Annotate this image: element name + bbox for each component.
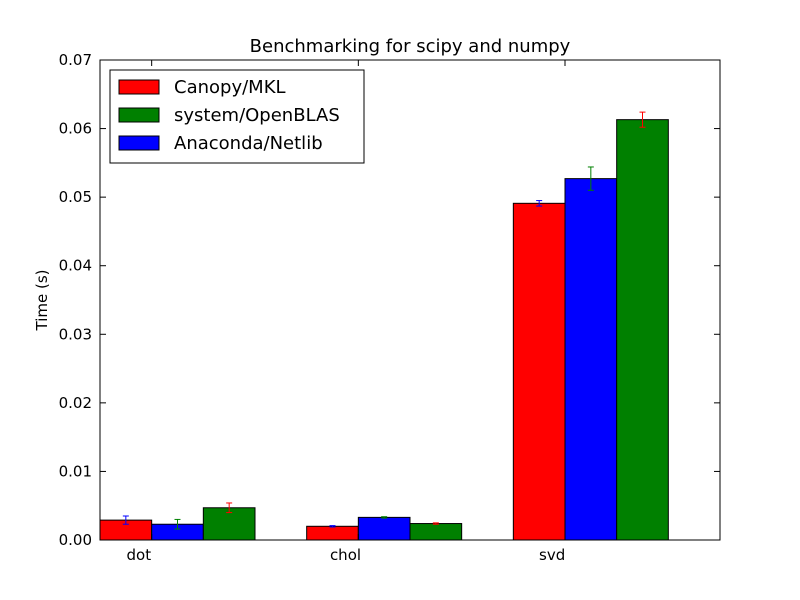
bar-svd-canopy-mkl bbox=[512, 202, 566, 541]
legend-label: Canopy/MKL bbox=[174, 77, 286, 98]
y-axis: 0.00 0.01 0.02 0.03 0.04 0.05 0.06 0.07 bbox=[59, 51, 720, 549]
errorbars-layer bbox=[122, 111, 646, 530]
y-tick-label: 0.00 bbox=[59, 531, 92, 549]
bar-svd-anaconda-netlib bbox=[564, 178, 618, 541]
y-axis-label: Time (s) bbox=[33, 270, 51, 332]
legend-swatch bbox=[118, 79, 160, 95]
errorbar-svd-system-openblas bbox=[639, 111, 646, 128]
x-tick-label: chol bbox=[330, 546, 361, 564]
errorbar-chol-anaconda-netlib bbox=[381, 516, 388, 519]
legend: Canopy/MKL system/OpenBLAS Anaconda/Netlib bbox=[109, 69, 365, 164]
errorbar-dot-anaconda-netlib bbox=[174, 518, 181, 530]
bar-chol-system-openblas bbox=[409, 523, 463, 541]
plot-frame bbox=[99, 59, 721, 541]
legend-label: Anaconda/Netlib bbox=[174, 133, 323, 154]
errorbar-chol-canopy-mkl bbox=[329, 525, 336, 528]
chart-title: Benchmarking for scipy and numpy bbox=[250, 36, 571, 57]
legend-label: system/OpenBLAS bbox=[174, 105, 340, 126]
y-tick-label: 0.01 bbox=[59, 462, 92, 480]
legend-swatch bbox=[118, 135, 160, 151]
y-tick-label: 0.07 bbox=[59, 51, 92, 69]
errorbar-svd-anaconda-netlib bbox=[587, 166, 594, 191]
y-tick-label: 0.04 bbox=[59, 257, 92, 275]
bars-layer bbox=[99, 119, 669, 541]
errorbar-dot-system-openblas bbox=[226, 502, 233, 514]
y-tick-label: 0.03 bbox=[59, 325, 92, 343]
legend-swatch bbox=[118, 107, 160, 123]
errorbar-svd-canopy-mkl bbox=[536, 200, 543, 207]
y-tick-label: 0.05 bbox=[59, 188, 92, 206]
x-tick-label: svd bbox=[539, 546, 565, 564]
errorbar-dot-canopy-mkl bbox=[122, 515, 129, 525]
bar-chol-canopy-mkl bbox=[306, 525, 359, 541]
y-tick-label: 0.06 bbox=[59, 120, 92, 138]
x-axis: dot chol svd bbox=[127, 60, 566, 564]
x-tick-label: dot bbox=[127, 546, 152, 564]
errorbar-chol-system-openblas bbox=[432, 522, 439, 525]
bar-chol-anaconda-netlib bbox=[357, 516, 411, 541]
y-tick-label: 0.02 bbox=[59, 394, 92, 412]
bar-svd-system-openblas bbox=[616, 119, 669, 541]
